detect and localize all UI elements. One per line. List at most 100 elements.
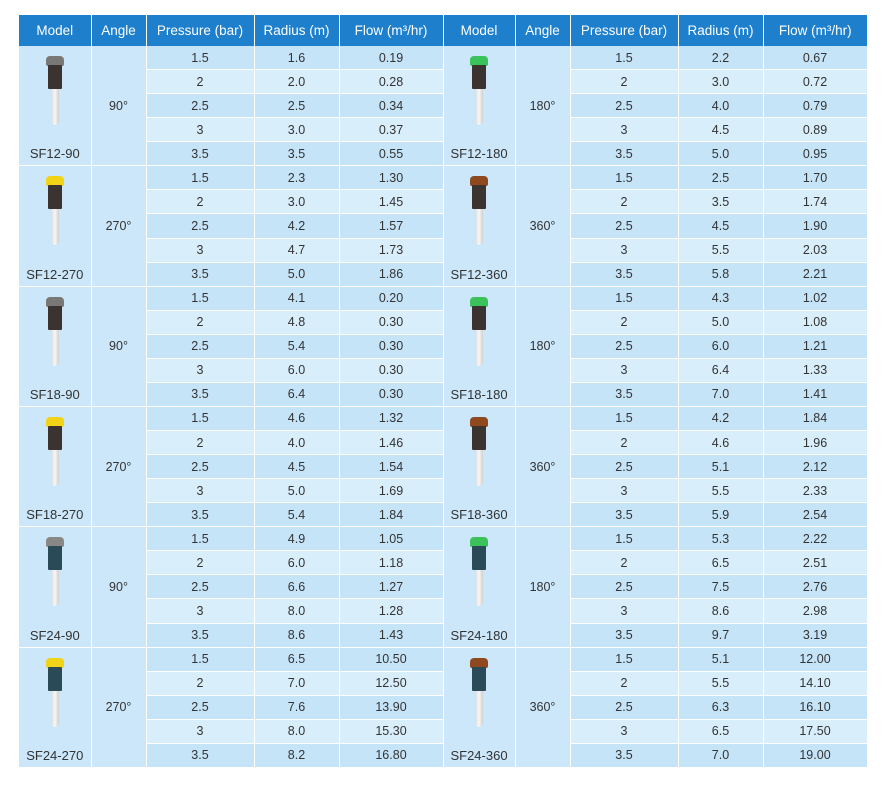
radius-cell: 5.0 [254, 478, 340, 504]
header-angle: Angle [515, 15, 571, 46]
radius-cell: 5.0 [678, 310, 764, 335]
radius-cell: 7.0 [678, 382, 764, 407]
radius-cell: 6.5 [678, 550, 764, 576]
pressure-cell: 3 [570, 358, 679, 383]
header-radius: Radius (m) [254, 15, 340, 46]
table-row: SF24-270 270° 1.5 6.5 10.50 SF24-360 360° 1.5 5.… [19, 647, 868, 769]
nozzle-image [45, 416, 65, 495]
nozzle-stem [50, 89, 59, 125]
pressure-cell: 2 [570, 550, 679, 576]
radius-cell: 4.0 [254, 430, 340, 456]
nozzle-cap [470, 56, 488, 66]
radius-cell: 2.5 [678, 165, 764, 191]
radius-cell: 6.0 [254, 550, 340, 576]
radius-cell: 5.3 [678, 526, 764, 552]
table-row: 2 4.8 0.30 2 5.0 1.08 [19, 310, 868, 335]
radius-cell: 4.5 [254, 454, 340, 480]
radius-cell: 3.5 [678, 189, 764, 215]
pressure-cell: 2.5 [570, 213, 679, 239]
model-label: SF24-360 [450, 748, 508, 763]
nozzle-body [47, 666, 62, 691]
nozzle-stem [50, 690, 59, 727]
table-row: 3.5 6.4 0.30 3.5 7.0 1.41 [19, 382, 868, 407]
model-label: SF24-90 [29, 627, 80, 643]
flow-cell: 1.57 [339, 213, 444, 239]
pressure-cell: 3 [146, 598, 255, 624]
flow-cell: 1.90 [763, 213, 868, 239]
pressure-cell: 3.5 [146, 262, 255, 287]
nozzle-stem [50, 209, 59, 246]
header-angle: Angle [91, 15, 147, 46]
pressure-cell: 3.5 [570, 743, 679, 769]
table-row: 2.5 2.5 0.34 2.5 4.0 0.79 [19, 93, 868, 119]
nozzle-body [472, 65, 486, 89]
nozzle-body [47, 305, 62, 330]
radius-cell: 4.3 [678, 286, 764, 311]
radius-cell: 5.0 [678, 141, 764, 167]
header-row: Model Angle Pressure (bar) Radius (m) Fl… [19, 15, 867, 46]
pressure-cell: 2.5 [570, 454, 679, 480]
pressure-cell: 2 [570, 671, 679, 696]
flow-cell: 0.30 [339, 382, 444, 407]
table-row: 2.5 4.5 1.54 2.5 5.1 2.12 [19, 454, 868, 480]
table-row: 3 6.0 0.30 3 6.4 1.33 [19, 358, 868, 383]
radius-cell: 4.1 [254, 286, 340, 311]
model-cell: SF24-270 [19, 647, 92, 769]
nozzle-cap [45, 657, 64, 668]
flow-cell: 0.72 [763, 69, 868, 95]
flow-cell: 0.55 [339, 141, 444, 167]
flow-cell: 2.98 [763, 598, 868, 624]
pressure-cell: 3.5 [570, 502, 679, 528]
radius-cell: 8.0 [254, 719, 340, 744]
flow-cell: 0.30 [339, 334, 444, 359]
nozzle-stem [475, 209, 483, 246]
nozzle-body [47, 185, 62, 210]
flow-cell: 1.18 [339, 550, 444, 576]
table-row: 2.5 7.6 13.90 2.5 6.3 16.10 [19, 695, 868, 720]
pressure-cell: 3 [146, 238, 255, 263]
table-row: 2.5 5.4 0.30 2.5 6.0 1.21 [19, 334, 868, 359]
header-flow: Flow (m³/hr) [339, 15, 444, 46]
table-row: SF12-90 90° 1.5 1.6 0.19 SF12-180 180° 1.5 2.2 0.… [19, 46, 868, 167]
pressure-cell: 2 [146, 310, 255, 335]
pressure-cell: 3.5 [570, 141, 679, 167]
nozzle-image [469, 176, 489, 254]
flow-cell: 1.41 [763, 382, 868, 407]
nozzle-cap [470, 537, 488, 548]
flow-cell: 1.28 [339, 598, 444, 624]
radius-cell: 4.5 [678, 213, 764, 239]
pressure-cell: 1.5 [146, 647, 255, 672]
flow-cell: 12.00 [763, 647, 868, 672]
radius-cell: 6.5 [678, 719, 764, 744]
nozzle-stem [50, 570, 59, 607]
pressure-cell: 1.5 [570, 46, 679, 71]
flow-cell: 0.89 [763, 117, 868, 143]
pressure-cell: 2.5 [570, 93, 679, 119]
pressure-cell: 1.5 [570, 165, 679, 191]
pressure-cell: 3.5 [146, 141, 255, 167]
header-model: Model [19, 15, 92, 46]
angle-cell: 90° [91, 526, 147, 648]
nozzle-image [45, 657, 65, 736]
radius-cell: 5.1 [678, 647, 764, 672]
pressure-cell: 2.5 [570, 574, 679, 600]
angle-cell: 90° [91, 46, 147, 167]
pressure-cell: 2 [146, 430, 255, 456]
pressure-cell: 3.5 [146, 743, 255, 769]
radius-cell: 5.0 [254, 262, 340, 287]
model-cell: SF12-270 [19, 165, 92, 287]
angle-cell: 270° [91, 647, 147, 769]
nozzle-cap [45, 56, 64, 66]
flow-cell: 0.67 [763, 46, 868, 71]
nozzle-stem [50, 449, 59, 486]
table-row: 2.5 6.6 1.27 2.5 7.5 2.76 [19, 574, 868, 600]
angle-cell: 90° [91, 286, 147, 407]
table-row: 3.5 5.0 1.86 3.5 5.8 2.21 [19, 262, 868, 287]
flow-cell: 0.19 [339, 46, 444, 71]
flow-cell: 14.10 [763, 671, 868, 696]
flow-cell: 1.08 [763, 310, 868, 335]
radius-cell: 6.3 [678, 695, 764, 720]
radius-cell: 3.0 [254, 117, 340, 143]
pressure-cell: 1.5 [146, 526, 255, 552]
table-row: 3 8.0 15.30 3 6.5 17.50 [19, 719, 868, 744]
